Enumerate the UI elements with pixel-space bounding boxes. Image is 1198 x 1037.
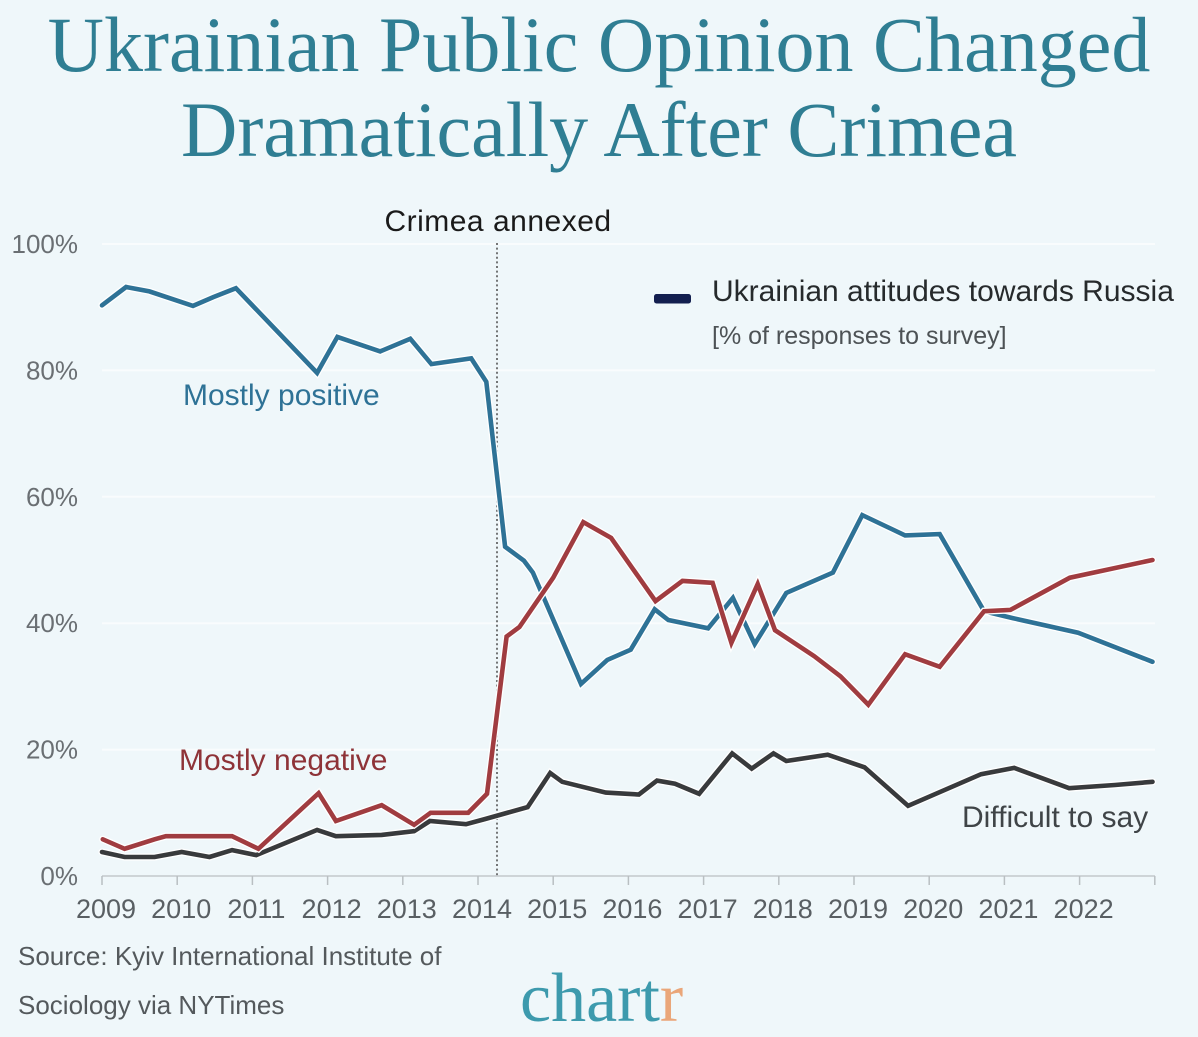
svg-text:2014: 2014 [452,894,512,924]
svg-text:2016: 2016 [602,894,662,924]
svg-text:40%: 40% [26,608,78,638]
svg-text:2019: 2019 [828,894,888,924]
svg-text:2017: 2017 [678,894,738,924]
svg-text:Mostly positive: Mostly positive [183,379,380,412]
svg-text:20%: 20% [26,735,78,765]
svg-text:80%: 80% [26,355,78,385]
svg-text:2022: 2022 [1054,894,1114,924]
svg-text:0%: 0% [40,861,78,891]
svg-text:Ukrainian attitudes towards Ru: Ukrainian attitudes towards Russia [712,275,1174,308]
svg-text:2011: 2011 [227,894,285,924]
svg-text:Crimea annexed: Crimea annexed [384,205,611,238]
svg-text:2021: 2021 [978,894,1038,924]
svg-text:60%: 60% [26,482,78,512]
svg-text:2009: 2009 [76,894,136,924]
svg-text:Mostly negative: Mostly negative [179,744,387,777]
svg-text:2020: 2020 [903,894,963,924]
svg-text:Difficult to say: Difficult to say [962,801,1148,834]
svg-text:[% of responses to survey]: [% of responses to survey] [712,322,1007,350]
svg-text:100%: 100% [12,229,79,259]
svg-text:2012: 2012 [302,894,362,924]
svg-text:2015: 2015 [527,894,587,924]
svg-text:2010: 2010 [151,894,211,924]
svg-text:2018: 2018 [753,894,813,924]
svg-text:2013: 2013 [377,894,437,924]
